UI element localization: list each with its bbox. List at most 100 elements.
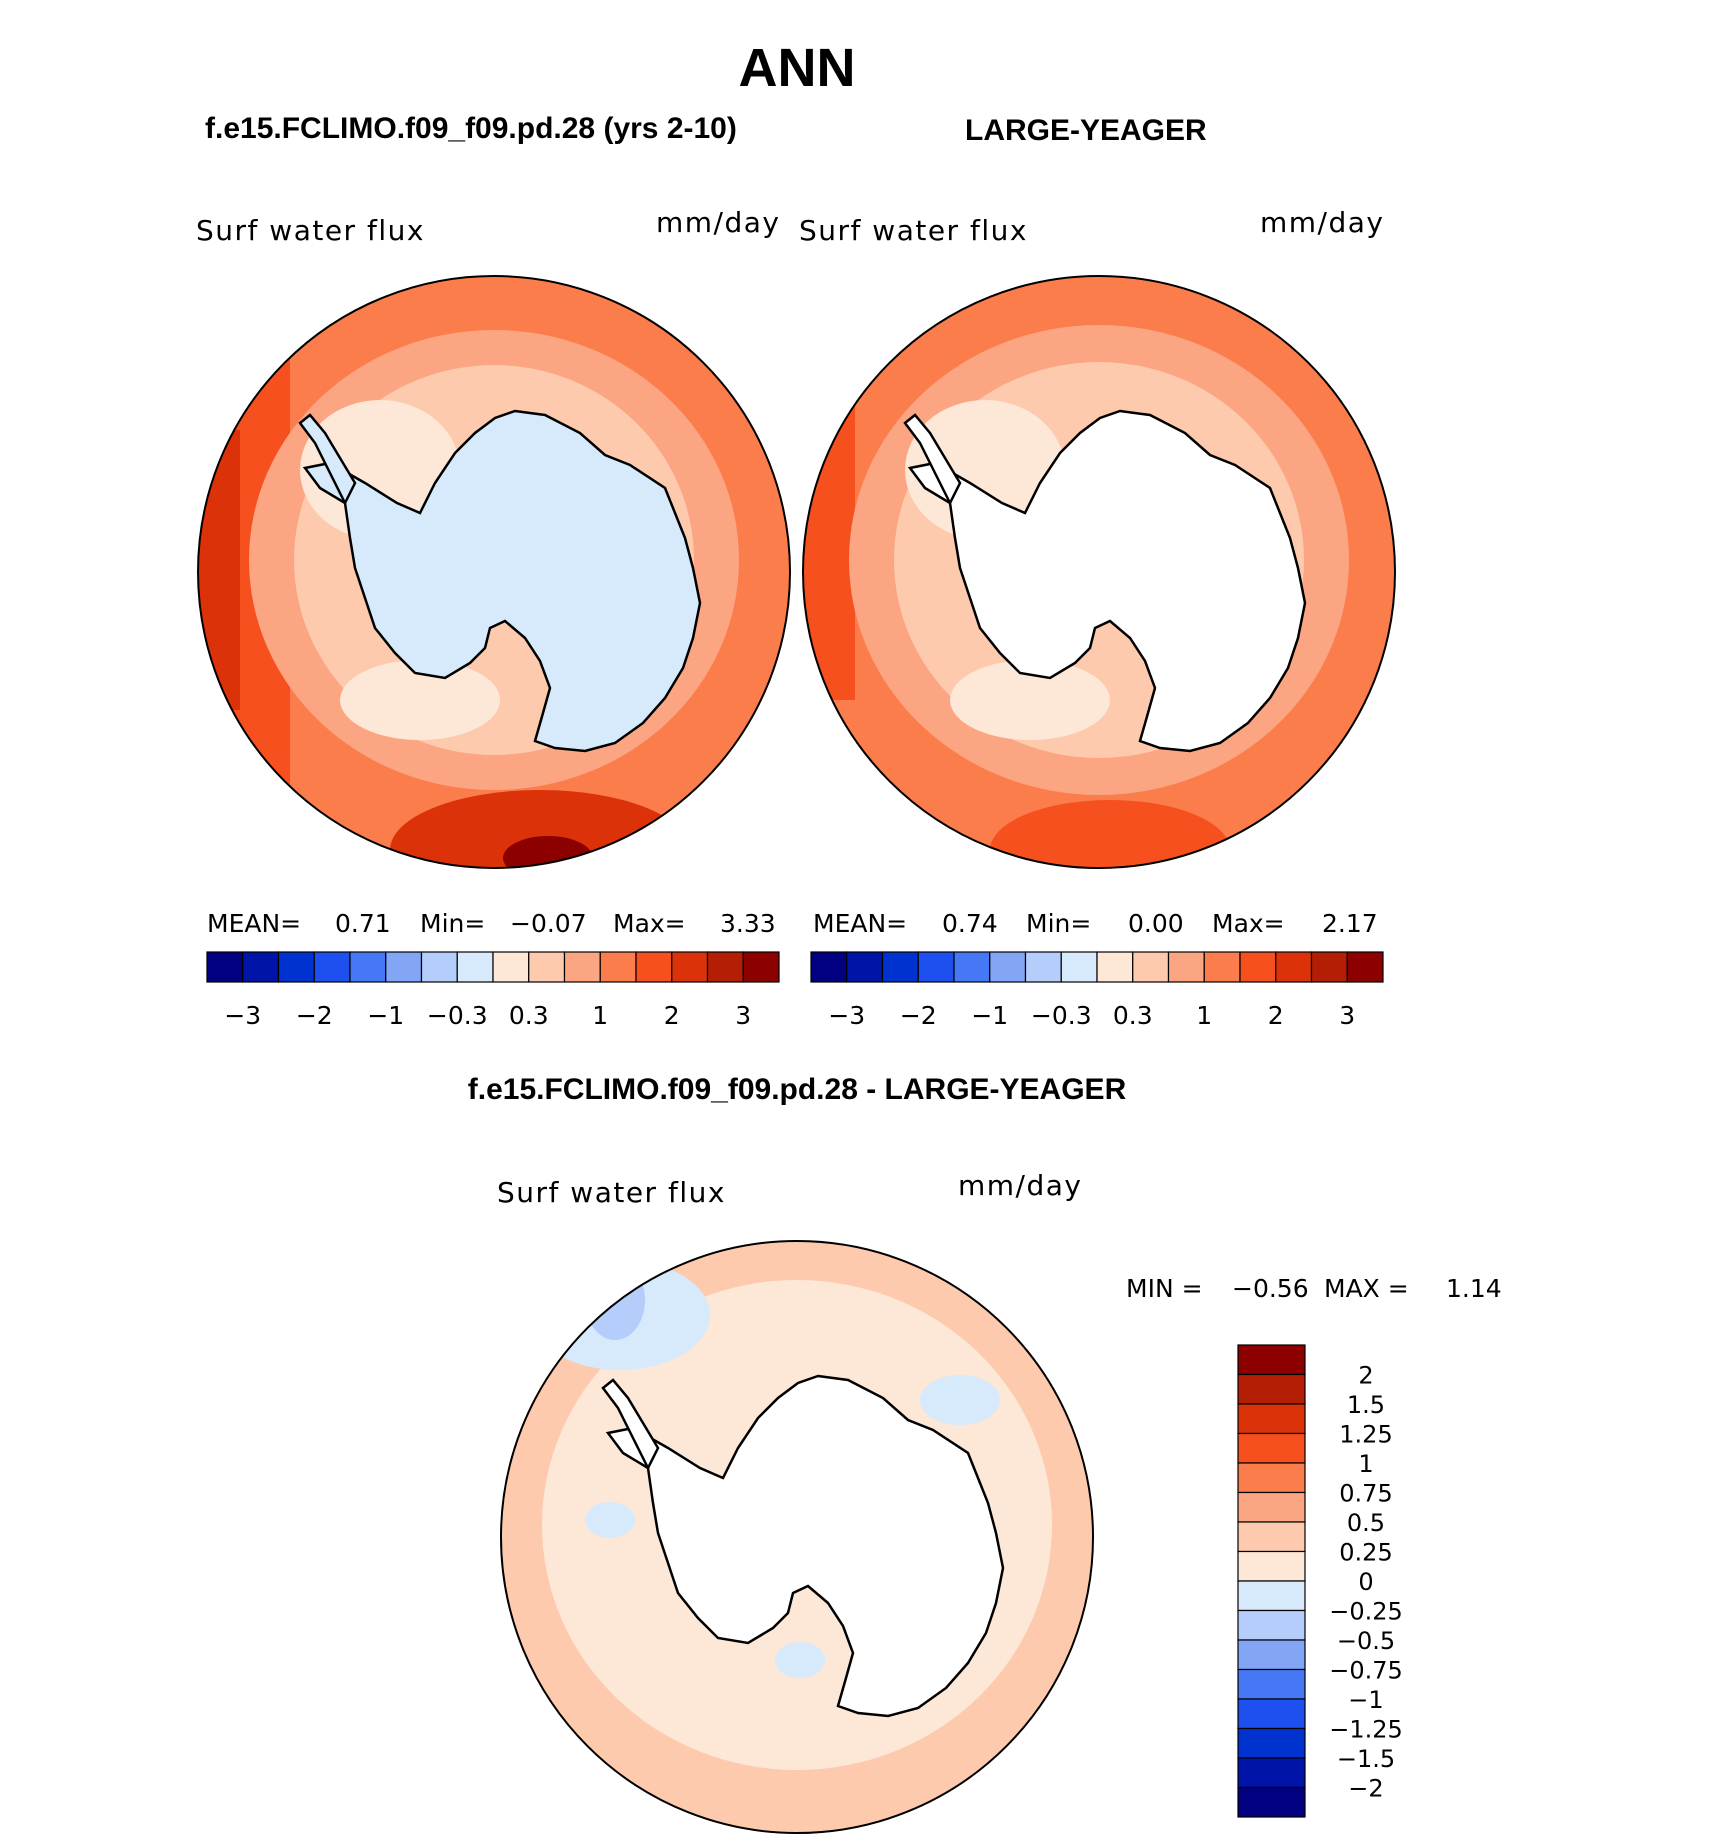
stats-left: MEAN= 0.71 Min= −0.07 Max= 3.33 [207, 909, 776, 938]
colorbar-box [1237, 1521, 1306, 1553]
colorbar-box [456, 951, 494, 983]
colorbar-tick-label: 2 [1268, 1001, 1284, 1030]
mean-label: MEAN= [207, 909, 301, 938]
mean-label: MEAN= [813, 909, 907, 938]
colorbar-box [917, 951, 955, 983]
colorbar-box [277, 951, 315, 983]
colorbar-box [1237, 1698, 1306, 1730]
diff-min-value: −0.56 [1232, 1274, 1309, 1303]
colorbar-box [563, 951, 601, 983]
stats-diff: MIN = −0.56 MAX = 1.14 [1126, 1274, 1502, 1303]
colorbar-box [1096, 951, 1134, 983]
units-label-left: mm/day [656, 206, 781, 239]
colorbar-box [1237, 1580, 1306, 1612]
colorbar-tick-label: −0.3 [1031, 1001, 1092, 1030]
colorbar-tick-label: −0.75 [1329, 1657, 1403, 1685]
colorbar-box [671, 951, 709, 983]
colorbar-tick-label: −1.25 [1329, 1716, 1403, 1744]
colorbar-box [1237, 1432, 1306, 1464]
figure-title: ANN [739, 38, 856, 98]
colorbar-box [1346, 951, 1384, 983]
field-label-left: Surf water flux [196, 214, 425, 247]
colorbar-tick-label: −3 [828, 1001, 865, 1030]
colorbar-box [1237, 1373, 1306, 1405]
min-label: Min= [420, 909, 485, 938]
colorbar-box [313, 951, 351, 983]
colorbar-box [1237, 1757, 1306, 1789]
colorbar-box [1237, 1639, 1306, 1671]
colorbar-box [989, 951, 1027, 983]
colorbar-tick-label: −2 [900, 1001, 937, 1030]
colorbar-box [242, 951, 280, 983]
polar-map-right [802, 275, 1396, 869]
colorbar-box [492, 951, 530, 983]
colorbar-box [1237, 1462, 1306, 1494]
colorbar-box [1237, 1668, 1306, 1700]
units-label-right: mm/day [1260, 206, 1385, 239]
colorbar-right: −3 −2 −1 −0.3 0.3 1 2 3 [810, 951, 1384, 1030]
colorbar-box [810, 951, 848, 983]
colorbar-box [706, 951, 744, 983]
colorbar-box [1275, 951, 1313, 983]
colorbar-box [1024, 951, 1062, 983]
colorbar-box [742, 951, 780, 983]
colorbar-box [846, 951, 884, 983]
colorbar-tick-label: −0.25 [1329, 1598, 1403, 1626]
diff-max-value: 1.14 [1446, 1274, 1502, 1303]
colorbar-box [1237, 1786, 1306, 1818]
polar-map-diff [500, 1240, 1094, 1834]
colorbar-box [528, 951, 566, 983]
diff-heading: f.e15.FCLIMO.f09_f09.pd.28 - LARGE-YEAGE… [468, 1073, 1127, 1106]
mean-value: 0.74 [942, 909, 998, 938]
colorbar-box [1237, 1403, 1306, 1435]
colorbar-box [1203, 951, 1241, 983]
colorbar-tick-label: 1 [592, 1001, 608, 1030]
colorbar-box [1237, 1344, 1306, 1376]
colorbar-box [1239, 951, 1277, 983]
colorbar-tick-label: −2 [1348, 1775, 1383, 1803]
colorbar-box [420, 951, 458, 983]
colorbar-box [1310, 951, 1348, 983]
colorbar-tick-label: −0.5 [1337, 1627, 1395, 1655]
colorbar-tick-label: 1.5 [1347, 1391, 1385, 1419]
colorbar-vertical: 21.51.2510.750.50.250−0.25−0.5−0.75−1−1.… [1237, 1344, 1403, 1818]
polar-map-left [197, 275, 791, 869]
colorbar-box [349, 951, 387, 983]
colorbar-box [1237, 1491, 1306, 1523]
colorbar-left: −3 −2 −1 −0.3 0.3 1 2 3 [206, 951, 780, 1030]
max-value: 2.17 [1322, 909, 1378, 938]
colorbar-tick-label: −1 [1348, 1686, 1383, 1714]
colorbar-tick-label: −1 [971, 1001, 1008, 1030]
min-label: Min= [1026, 909, 1091, 938]
colorbar-tick-label: 0.5 [1347, 1509, 1385, 1537]
stats-right: MEAN= 0.74 Min= 0.00 Max= 2.17 [813, 909, 1378, 938]
colorbar-box [881, 951, 919, 983]
max-label: Max= [1212, 909, 1285, 938]
colorbar-tick-label: 2 [664, 1001, 680, 1030]
diff-max-label: MAX = [1324, 1274, 1409, 1303]
colorbar-tick-label: −1 [367, 1001, 404, 1030]
colorbar-box [1237, 1727, 1306, 1759]
colorbar-tick-label: 0.75 [1339, 1480, 1392, 1508]
colorbar-tick-label: 3 [1339, 1001, 1355, 1030]
colorbar-box [206, 951, 244, 983]
panel-heading-right: LARGE-YEAGER [965, 114, 1207, 147]
colorbar-tick-label: 1 [1358, 1450, 1373, 1478]
colorbar-tick-label: 3 [735, 1001, 751, 1030]
colorbar-tick-label: −2 [296, 1001, 333, 1030]
colorbar-tick-label: −0.3 [427, 1001, 488, 1030]
colorbar-box [635, 951, 673, 983]
colorbar-box [1132, 951, 1170, 983]
min-value: −0.07 [510, 909, 587, 938]
colorbar-tick-label: 0.3 [509, 1001, 549, 1030]
colorbar-box [599, 951, 637, 983]
mean-value: 0.71 [335, 909, 391, 938]
diff-min-label: MIN = [1126, 1274, 1203, 1303]
colorbar-box [1167, 951, 1205, 983]
diff-units-label: mm/day [958, 1169, 1083, 1202]
colorbar-tick-label: 0.3 [1113, 1001, 1153, 1030]
colorbar-tick-label: −3 [224, 1001, 261, 1030]
colorbar-box [385, 951, 423, 983]
